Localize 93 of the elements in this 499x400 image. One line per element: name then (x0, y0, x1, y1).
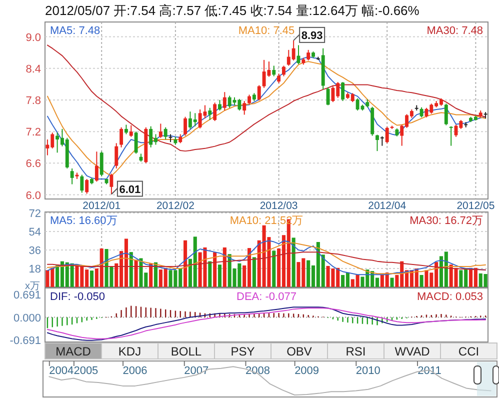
candlestick (282, 65, 286, 77)
y-tick-label: 8.4 (26, 63, 41, 76)
candlestick (124, 124, 128, 135)
category-label: BOLL (170, 344, 202, 358)
x-tick-label: 2012/01 (82, 200, 121, 212)
candlestick (158, 123, 162, 138)
candlestick (248, 94, 251, 105)
bar (134, 260, 138, 287)
candlestick (341, 82, 345, 102)
candlestick (326, 86, 330, 106)
bar (218, 264, 222, 287)
category-label: CCI (458, 344, 480, 358)
candlestick (385, 126, 389, 144)
x-tick-label: 2008 (245, 365, 270, 377)
x-tick-label: 2005 (74, 365, 98, 377)
bar (213, 252, 217, 287)
bar (90, 270, 94, 287)
candlestick (449, 126, 453, 146)
category-label: MACD (56, 344, 92, 358)
x-tick-label: 2010 (356, 365, 380, 377)
candlestick (242, 100, 246, 116)
x-tick-label: 2012/03 (260, 200, 298, 212)
candlestick (222, 92, 226, 111)
x-tick-label: 2006 (122, 365, 148, 377)
y-tick-label: 7.8 (26, 94, 41, 107)
y-axis-title: x万 (25, 281, 40, 292)
candlestick (114, 142, 118, 169)
candlestick (85, 178, 89, 194)
y-tick-label: 7.2 (26, 126, 41, 139)
chart-title: 2012/05/07 开:7.54 高:7.57 低:7.45 收:7.54 量:12.64万 幅:-0.66% (45, 3, 420, 18)
x-tick-label: 2012/02 (156, 200, 195, 212)
series-label: DEA: -0.077 (236, 291, 296, 303)
y-tick-label: -0.691 (10, 335, 41, 348)
text: MA30: 16.72万 (410, 215, 483, 227)
line-series (46, 252, 486, 270)
y-tick-label: 54 (28, 226, 41, 239)
series-label: MACD: 0.053 (416, 291, 483, 303)
candlestick (100, 151, 104, 177)
candlestick (110, 173, 114, 195)
y-tick-label: 6.0 (26, 190, 41, 202)
bar (420, 274, 424, 287)
candlestick (184, 116, 188, 136)
y-tick-label: 0.000 (13, 312, 41, 324)
x-tick-label: 2004 (49, 365, 74, 377)
candlestick (257, 84, 261, 101)
candlestick (120, 126, 124, 148)
x-tick-label: 2007 (184, 365, 209, 377)
candlestick (444, 103, 448, 126)
bar (252, 257, 256, 287)
candlestick (134, 131, 138, 154)
candlestick (94, 151, 98, 182)
bar (272, 250, 276, 287)
y-tick-label: 36 (28, 245, 41, 258)
x-tick-label: 2011 (418, 365, 442, 377)
category-label: OBV (286, 344, 312, 358)
bar (390, 278, 394, 287)
text: MA5: 16.60万 (50, 215, 118, 227)
candlestick (277, 73, 281, 84)
annotation: 8.93 (301, 30, 323, 42)
x-tick-label: 2012/05 (456, 200, 495, 212)
text: DIF: -0.050 (50, 291, 106, 303)
category-label: PSY (230, 344, 255, 358)
category-label: RSI (346, 344, 366, 358)
line-series (46, 44, 486, 152)
x-tick-label: 2012/04 (368, 200, 406, 212)
candlestick (208, 107, 212, 120)
candlestick (306, 49, 310, 61)
y-tick-label: 0.691 (13, 290, 41, 302)
candlestick (164, 126, 168, 140)
candlestick (129, 124, 133, 138)
x-tick-label: 2009 (294, 365, 320, 377)
candlestick (70, 168, 74, 185)
text: MA5: 7.48 (50, 25, 100, 37)
text: MA30: 7.48 (426, 25, 483, 37)
annotation: 6.01 (119, 184, 141, 196)
text: MA10: 7.45 (238, 25, 295, 37)
category-label: KDJ (118, 344, 142, 358)
y-tick-label: 6.6 (26, 158, 41, 170)
candlestick (420, 106, 424, 118)
candlestick (213, 102, 217, 122)
category-label: WVAD (394, 344, 430, 358)
candlestick (272, 65, 276, 77)
bar (184, 240, 188, 287)
candlestick (218, 99, 222, 111)
y-tick-label: 9.0 (26, 32, 41, 44)
y-tick-label: 18 (28, 264, 41, 276)
y-tick-label: 72 (28, 208, 41, 220)
candlestick (80, 174, 84, 194)
bar (292, 238, 296, 287)
candlestick (380, 136, 384, 146)
bar (222, 247, 226, 287)
bar (208, 261, 212, 287)
candlestick (376, 134, 379, 152)
